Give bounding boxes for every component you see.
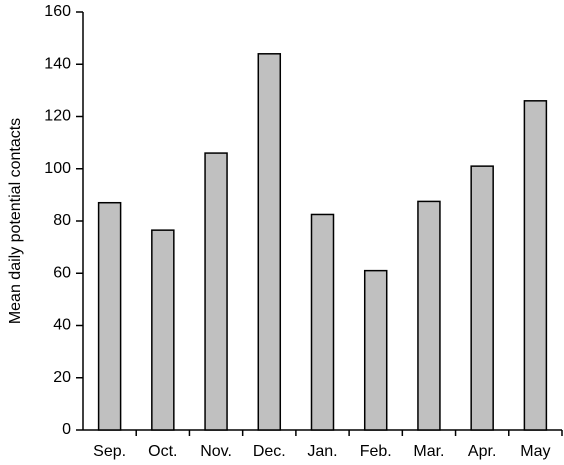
y-tick-label: 120 [44,108,71,125]
y-tick-label: 40 [53,317,71,334]
y-tick-label: 60 [53,264,71,281]
bar [417,200,441,431]
y-tick-label: 140 [44,55,71,72]
bar [204,152,228,431]
bar [523,100,548,431]
x-tick-label: Nov. [200,443,232,460]
bar [310,213,335,431]
y-tick-label: 100 [44,160,71,177]
x-tick-label: Sep. [93,443,126,460]
x-tick-label: Mar. [413,443,444,460]
bar [470,165,494,431]
y-tick-label: 20 [53,369,71,386]
bar [151,229,175,431]
bar [363,269,388,431]
y-tick-label: 80 [53,212,71,229]
y-tick-label: 0 [62,421,71,438]
bar [257,53,282,431]
y-axis-label: Mean daily potential contacts [7,118,24,324]
y-tick-label: 160 [44,3,71,20]
bar [97,201,122,431]
x-tick-label: Apr. [468,443,496,460]
x-tick-label: Dec. [253,443,286,460]
x-tick-label: Feb. [360,443,392,460]
x-tick-label: May [520,443,550,460]
x-tick-label: Oct. [148,443,177,460]
x-tick-label: Jan. [307,443,337,460]
